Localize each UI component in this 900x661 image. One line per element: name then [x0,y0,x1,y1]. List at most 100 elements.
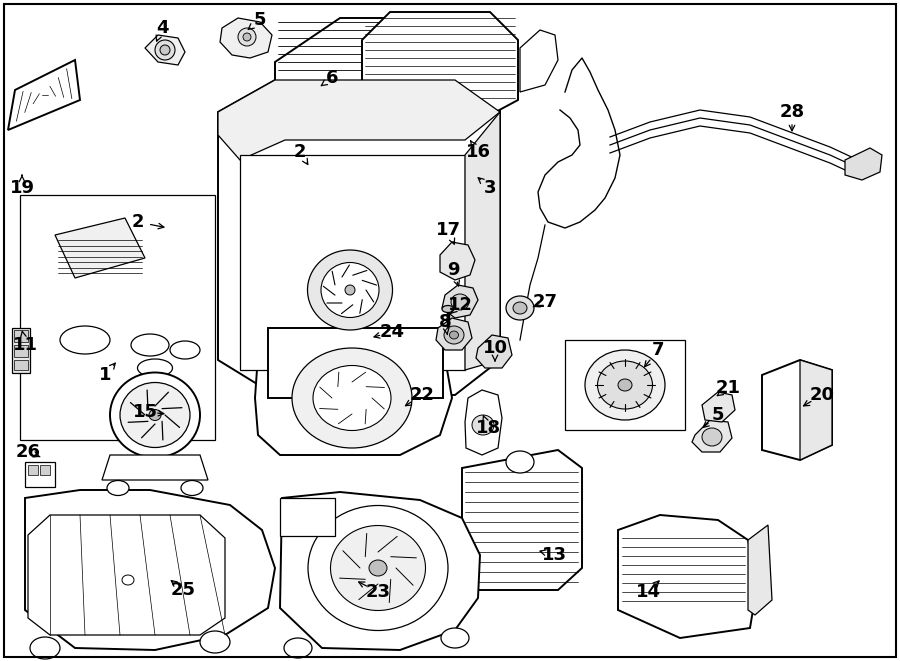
Bar [268,328,443,398]
Text: 7: 7 [652,341,664,359]
Ellipse shape [149,410,161,420]
Ellipse shape [506,451,534,473]
Ellipse shape [131,334,169,356]
Polygon shape [762,360,832,460]
Text: 2: 2 [293,143,306,161]
Ellipse shape [110,373,200,457]
Text: 20: 20 [809,386,834,404]
Ellipse shape [441,628,469,648]
Ellipse shape [313,366,391,430]
Bar [12,328,30,373]
Polygon shape [255,340,452,455]
Ellipse shape [292,348,412,448]
Ellipse shape [513,302,527,314]
Ellipse shape [369,560,387,576]
Ellipse shape [120,383,190,447]
Bar [20,195,215,440]
Text: 16: 16 [465,143,491,161]
Ellipse shape [702,428,722,446]
Ellipse shape [107,481,129,496]
Ellipse shape [618,379,632,391]
Polygon shape [442,285,478,318]
Ellipse shape [170,341,200,359]
Polygon shape [220,18,272,58]
Bar [14,330,28,342]
Ellipse shape [442,305,454,313]
Ellipse shape [160,45,170,55]
Text: 2: 2 [131,213,144,231]
Polygon shape [285,62,348,108]
Text: 24: 24 [380,323,404,341]
Polygon shape [692,420,732,452]
Ellipse shape [585,350,665,420]
Text: 5: 5 [254,11,266,29]
Polygon shape [845,148,882,180]
Ellipse shape [122,575,134,585]
Polygon shape [218,80,500,395]
Text: 26: 26 [15,443,40,461]
Ellipse shape [238,28,256,46]
Text: 21: 21 [716,379,741,397]
Ellipse shape [284,638,312,658]
Ellipse shape [308,250,392,330]
Bar [14,360,28,370]
Polygon shape [280,492,480,650]
Bar [565,340,685,430]
Polygon shape [462,450,582,590]
Polygon shape [748,525,772,615]
Polygon shape [8,60,80,130]
Polygon shape [465,112,500,370]
Ellipse shape [472,415,494,435]
Ellipse shape [330,525,426,611]
Ellipse shape [451,294,469,310]
Text: 23: 23 [365,583,391,601]
Ellipse shape [444,326,464,344]
Text: 25: 25 [170,581,195,599]
Text: 9: 9 [446,261,459,279]
Text: 12: 12 [447,296,473,314]
Bar [280,498,335,536]
Ellipse shape [138,359,173,377]
Text: 15: 15 [132,403,157,421]
Polygon shape [476,335,512,368]
Text: 3: 3 [484,179,496,197]
Text: 13: 13 [542,546,566,564]
Polygon shape [465,390,502,455]
Polygon shape [55,218,145,278]
Text: 6: 6 [326,69,338,87]
Text: 1: 1 [99,366,112,384]
Text: 14: 14 [635,583,661,601]
Text: 18: 18 [475,419,500,437]
Bar [40,465,50,475]
Ellipse shape [321,262,379,317]
Text: 5: 5 [712,406,724,424]
Text: 11: 11 [13,336,38,354]
Polygon shape [618,515,758,638]
Polygon shape [145,35,185,65]
Ellipse shape [449,331,458,339]
Polygon shape [440,242,475,280]
Ellipse shape [30,637,60,659]
Ellipse shape [181,481,203,496]
Polygon shape [25,490,275,650]
Polygon shape [800,360,832,460]
Ellipse shape [200,631,230,653]
Ellipse shape [308,506,448,631]
Polygon shape [218,80,500,160]
Polygon shape [28,515,225,635]
Text: 27: 27 [533,293,557,311]
Polygon shape [362,12,518,115]
Ellipse shape [506,296,534,320]
Bar [28,465,38,475]
Polygon shape [436,318,472,350]
Polygon shape [275,18,500,115]
Text: 4: 4 [156,19,168,37]
Ellipse shape [345,285,355,295]
Text: 19: 19 [10,179,34,197]
Bar [25,462,55,487]
Polygon shape [702,392,735,422]
Ellipse shape [60,326,110,354]
Ellipse shape [155,40,175,60]
Text: 8: 8 [438,313,451,331]
Ellipse shape [243,33,251,41]
